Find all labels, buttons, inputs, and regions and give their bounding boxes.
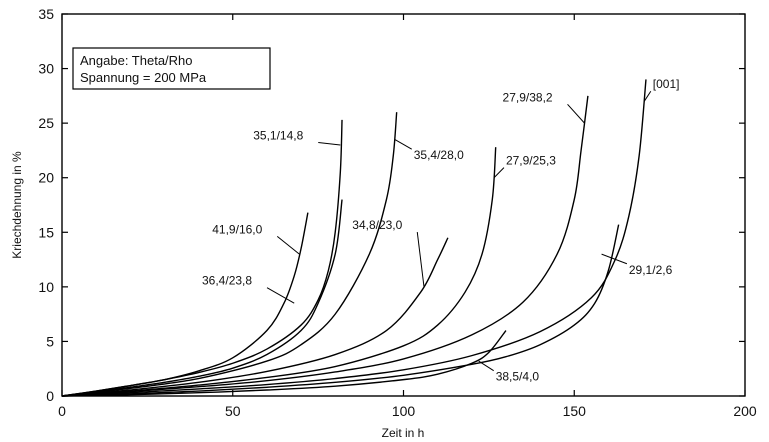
series-curves <box>61 79 647 397</box>
y-tick-label: 10 <box>38 279 54 295</box>
label-leader-9 <box>478 360 494 372</box>
series-label-0: 35,1/14,8 <box>253 129 303 143</box>
series-label-5: 41,9/16,0 <box>212 222 262 236</box>
series-label-4: [001] <box>653 77 680 91</box>
x-tick-label: 200 <box>733 403 757 419</box>
series-label-3: 27,9/38,2 <box>503 90 553 104</box>
series-line-2 <box>61 199 343 397</box>
y-tick-label: 5 <box>46 333 54 349</box>
y-axis-title: Kriechdehnung in % <box>10 151 24 259</box>
label-leader-3 <box>567 103 585 124</box>
label-leader-4 <box>643 90 652 102</box>
label-leader-7 <box>266 287 295 304</box>
series-label-8: 29,1/2,6 <box>629 263 673 277</box>
x-tick-label: 100 <box>392 403 416 419</box>
x-axis-ticks: 0 50 100 150 200 <box>58 14 757 419</box>
legend-line-1: Angabe: Theta/Rho <box>80 53 193 68</box>
y-tick-label: 25 <box>38 115 54 131</box>
y-tick-label: 20 <box>38 170 54 186</box>
y-tick-label: 30 <box>38 61 54 77</box>
y-tick-label: 15 <box>38 224 54 240</box>
series-label-2: 27,9/25,3 <box>506 154 556 168</box>
label-leader-5 <box>276 235 300 255</box>
series-line-5 <box>61 147 497 397</box>
label-leader-0 <box>318 142 341 146</box>
series-line-1 <box>61 212 309 397</box>
series-line-6 <box>61 95 589 397</box>
series-line-0 <box>61 119 343 397</box>
y-tick-label: 35 <box>38 6 54 22</box>
y-axis-ticks: 0 5 10 15 20 25 30 35 <box>38 6 745 404</box>
label-leader-1 <box>394 139 412 150</box>
series-line-8 <box>61 224 620 397</box>
label-leader-6 <box>416 231 425 287</box>
label-leaders <box>266 90 652 372</box>
series-label-6: 34,8/23,0 <box>352 218 402 232</box>
series-line-9 <box>61 330 507 397</box>
legend-line-2: Spannung = 200 MPa <box>80 70 207 85</box>
label-leader-8 <box>601 253 628 265</box>
x-tick-label: 50 <box>225 403 241 419</box>
legend-box: Angabe: Theta/Rho Spannung = 200 MPa <box>72 47 271 90</box>
label-leader-2 <box>493 167 505 179</box>
series-line-7 <box>61 79 647 397</box>
x-axis-title: Zeit in h <box>382 426 425 440</box>
x-tick-label: 150 <box>563 403 587 419</box>
series-label-7: 36,4/23,8 <box>202 274 252 288</box>
series-label-9: 38,5/4,0 <box>496 370 540 384</box>
y-tick-label: 0 <box>46 388 54 404</box>
series-labels: 35,1/14,8 35,4/28,0 27,9/25,3 27,9/38,2 [001… <box>202 77 679 384</box>
series-line-4 <box>61 237 449 397</box>
series-line-3 <box>61 112 398 397</box>
x-tick-label: 0 <box>58 403 66 419</box>
legend-frame <box>72 47 271 90</box>
series-label-1: 35,4/28,0 <box>414 148 464 162</box>
